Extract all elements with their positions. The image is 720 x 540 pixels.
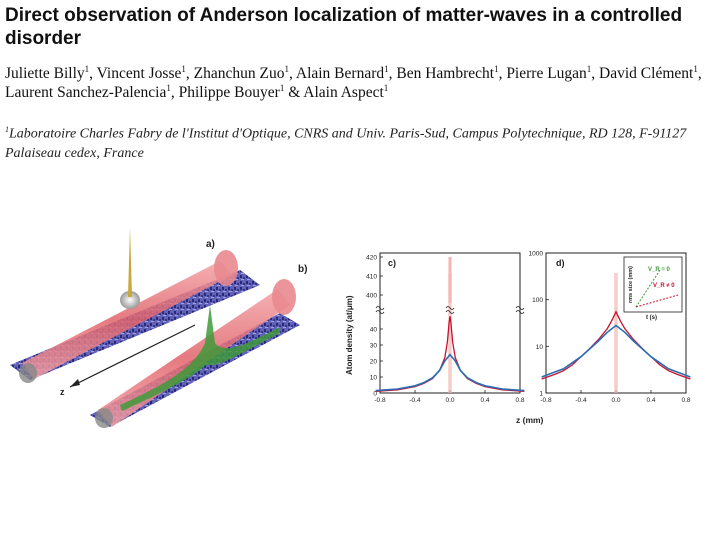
chart-c-panel-label: c) — [388, 258, 396, 268]
beam-end-b — [95, 408, 113, 428]
chart-c-ylabel: Atom density (at/μm) — [345, 295, 354, 375]
author-list: Juliette Billy1, Vincent Josse1, Zhanchu… — [5, 64, 710, 102]
beam-horn-b — [272, 279, 296, 315]
beam-end-a — [19, 363, 37, 383]
x-tick-label: 0.4 — [646, 397, 655, 404]
y-tick-label: 1000 — [529, 251, 544, 258]
author-separator: , — [697, 65, 702, 82]
y-tick-label: 400 — [366, 293, 377, 300]
panel-a-label: a) — [206, 239, 215, 250]
inset-legend-disorder: V_R ≠ 0 — [653, 283, 675, 289]
x-tick-label: -0.8 — [540, 397, 552, 404]
initial-peak-band — [448, 273, 452, 393]
initial-peak-band — [614, 273, 618, 393]
author-name: Juliette Billy — [5, 65, 85, 82]
author-affiliation-marker: 1 — [494, 63, 499, 74]
y-tick-label: 40 — [370, 327, 378, 334]
y-tick-label: 410 — [366, 274, 377, 281]
author-name: Ben Hambrecht — [396, 65, 495, 82]
paper-title: Direct observation of Anderson localizat… — [5, 5, 683, 49]
shared-xlabel: z (mm) — [516, 415, 544, 425]
author-name: Laurent Sanchez-Palencia — [5, 84, 167, 101]
axis-break-mark — [515, 306, 525, 314]
panel-b-label: b) — [298, 264, 307, 275]
y-tick-label: 100 — [532, 297, 543, 304]
author-affiliation-marker: 1 — [181, 63, 186, 74]
chart-d: d) -0.8 -0.4 0.0 0.4 0.8 1000 100 10 1 rms size … — [529, 251, 691, 405]
author-affiliation-marker: 1 — [84, 63, 90, 74]
x-tick-label: 0.8 — [515, 397, 524, 404]
chart-d-panel-label: d) — [556, 258, 565, 268]
inset-frame — [623, 256, 683, 313]
x-tick-label: 0.4 — [480, 397, 489, 404]
author-separator: , — [89, 65, 97, 82]
author-name: Philippe Bouyer — [178, 84, 280, 101]
x-tick-label: 0.8 — [681, 397, 690, 404]
series-fit-line — [541, 324, 691, 378]
beam-horn-a — [214, 250, 238, 286]
affiliation-marker: 1 — [5, 125, 9, 134]
y-tick-label: 0 — [373, 391, 377, 398]
figure: a) b) z c) Atom density (at/μm) -0.8 -0.4… — [10, 227, 691, 428]
y-tick-label: 1 — [539, 391, 543, 398]
beam-b: b) — [90, 264, 307, 428]
y-tick-label: 20 — [370, 359, 378, 366]
author-name: Alain Bernard — [295, 65, 385, 82]
author-affiliation-marker: 1 — [166, 82, 171, 93]
author-separator: , — [185, 65, 194, 82]
author-name: David Clément — [599, 65, 694, 82]
inset-xlabel: t (s) — [646, 315, 657, 321]
x-tick-label: 0.0 — [611, 397, 620, 404]
chart-d-inset: rms size (mm) t (s) V_R = 0 V_R ≠ 0 — [623, 256, 683, 321]
author-affiliation-marker: 1 — [384, 63, 389, 74]
chart-c: c) Atom density (at/μm) -0.8 -0.4 0.0 0.4 0.… — [345, 252, 525, 404]
y-tick-label: 10 — [370, 375, 378, 382]
author-affiliation-marker: 1 — [284, 63, 289, 74]
z-axis-label: z — [60, 387, 65, 397]
author-name: Alain Aspect — [303, 84, 384, 101]
author-separator: & — [284, 84, 304, 101]
x-tick-label: -0.8 — [374, 397, 386, 404]
atom-cloud — [120, 291, 140, 309]
author-affiliation-marker: 1 — [383, 82, 389, 93]
y-tick-label: 10 — [536, 344, 544, 351]
axis-break-mark — [445, 306, 455, 314]
author-separator: , — [591, 65, 600, 82]
inset-legend-free: V_R = 0 — [648, 267, 671, 273]
x-tick-label: -0.4 — [409, 397, 421, 404]
author-affiliation-marker: 1 — [693, 63, 698, 74]
series-profile-line — [541, 310, 691, 380]
author-separator: , — [170, 84, 179, 101]
affiliation: 1Laboratoire Charles Fabry de l'Institut… — [5, 120, 710, 163]
beam-illustration: a) b) z — [10, 227, 307, 428]
y-tick-label: 420 — [366, 255, 377, 262]
x-tick-label: -0.4 — [575, 397, 587, 404]
axis-break-mark — [375, 306, 385, 314]
author-separator: , — [288, 65, 296, 82]
guide-beam-a — [22, 261, 232, 379]
affiliation-text: Laboratoire Charles Fabry de l'Institut … — [5, 126, 687, 161]
author-name: Zhanchun Zuo — [193, 65, 285, 82]
localized-density-profile — [120, 305, 280, 411]
x-tick-label: 0.0 — [445, 397, 454, 404]
author-separator: , — [498, 65, 507, 82]
author-name: Vincent Josse — [96, 65, 182, 82]
author-separator: , — [388, 65, 397, 82]
guide-beam-b — [98, 289, 290, 427]
inset-ylabel: rms size (mm) — [628, 266, 634, 303]
inset-line-free — [635, 269, 661, 308]
atom-peak — [128, 227, 132, 297]
author-affiliation-marker: 1 — [586, 63, 592, 74]
author-affiliation-marker: 1 — [279, 82, 285, 93]
inset-line-disorder — [635, 294, 679, 308]
series-fit-line — [375, 353, 525, 392]
y-tick-label: 30 — [370, 343, 378, 350]
z-axis-arrowhead — [70, 379, 80, 387]
beam-a: a) — [10, 227, 260, 383]
z-axis-arrow — [69, 324, 196, 388]
author-name: Pierre Lugan — [506, 65, 587, 82]
